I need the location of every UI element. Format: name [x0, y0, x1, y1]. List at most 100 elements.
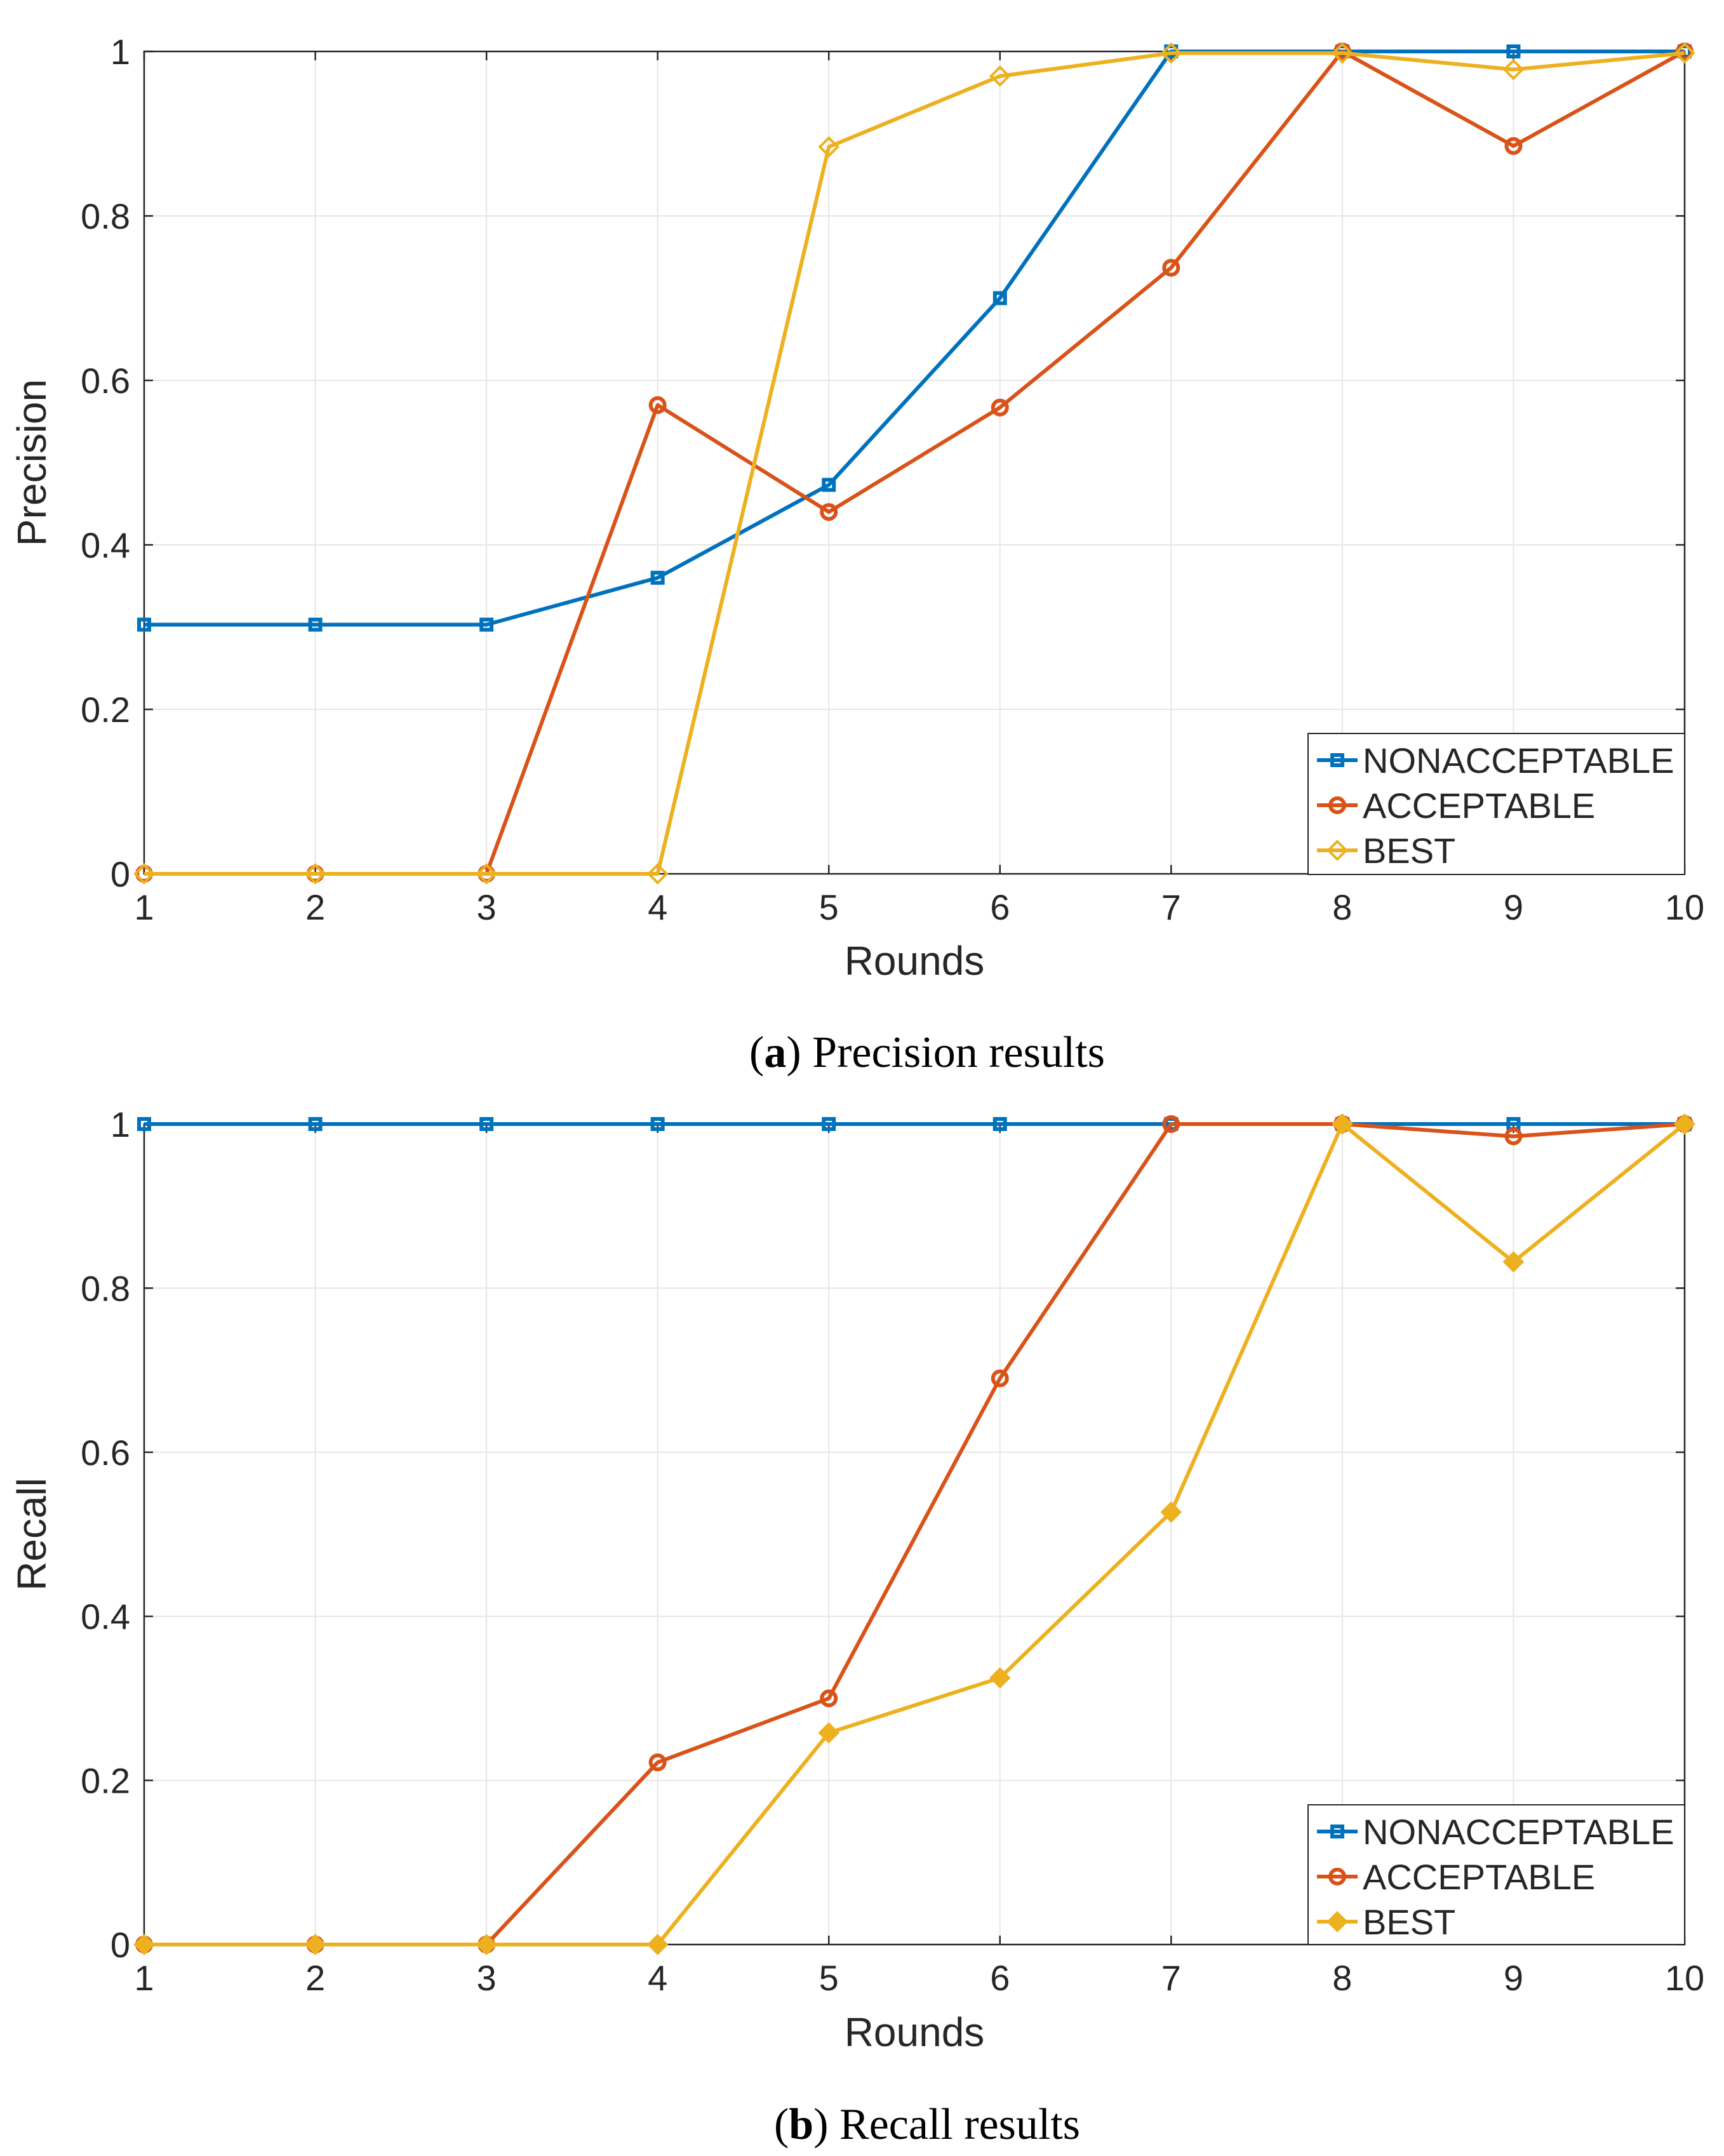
x-tick-label: 3 [477, 887, 497, 927]
y-tick-label: 0.8 [81, 1268, 130, 1308]
data-point [646, 863, 669, 885]
axes-box [143, 50, 1686, 875]
data-point [133, 1934, 155, 1955]
y-tick-label: 0.8 [81, 196, 130, 236]
data-point [992, 291, 1007, 305]
data-point [1332, 1113, 1353, 1135]
x-tick-label: 9 [1504, 887, 1523, 927]
data-point [479, 617, 494, 632]
legend-swatch-marker [1330, 1825, 1344, 1838]
legend-swatch-marker [1330, 753, 1344, 767]
y-tick-label: 0.4 [81, 525, 130, 565]
x-tick-label: 10 [1665, 887, 1704, 927]
data-point [1160, 42, 1182, 64]
series-line [144, 50, 1685, 627]
x-tick-label: 4 [648, 887, 667, 927]
y-tick-label: 0.4 [81, 1597, 130, 1637]
data-point [137, 1117, 151, 1131]
x-tick-label: 8 [1332, 887, 1352, 927]
data-point [648, 396, 667, 414]
x-tick-label: 6 [990, 1958, 1010, 1998]
data-point [650, 570, 665, 585]
data-point [137, 617, 151, 632]
data-point [992, 1117, 1007, 1131]
data-point [989, 65, 1011, 87]
x-tick-label: 2 [305, 1958, 325, 1998]
data-point [304, 1934, 326, 1955]
legend-box [1307, 1804, 1685, 1945]
y-tick-label: 0.6 [81, 1433, 130, 1473]
data-point [1674, 42, 1695, 64]
y-axis-label: Recall [9, 1478, 55, 1591]
data-point [1504, 137, 1523, 155]
x-tick-label: 1 [134, 1958, 154, 1998]
data-point [820, 1689, 838, 1708]
data-point [820, 503, 838, 521]
ticks: 1 2 3 4 5 6 7 8 9 10 0 0.2 0.4 0.6 0.8 1 [81, 32, 1704, 927]
legend-label: ACCEPTABLE [1363, 786, 1595, 826]
data-point [1674, 1113, 1695, 1135]
x-tick-label: 2 [305, 887, 325, 927]
x-tick-label: 4 [648, 1958, 667, 1998]
y-axis-label: Precision [9, 379, 55, 546]
data-point [304, 863, 326, 885]
x-axis-label: Rounds [845, 938, 985, 984]
series-best [133, 1113, 1695, 1955]
legend-swatch-marker [1326, 840, 1348, 861]
data-point [822, 478, 836, 492]
x-tick-label: 1 [134, 887, 154, 927]
y-tick-label: 0.6 [81, 361, 130, 401]
y-tick-label: 0.2 [81, 1761, 130, 1801]
data-point [308, 1117, 323, 1131]
x-tick-label: 8 [1332, 1958, 1352, 1998]
data-point [1504, 1127, 1523, 1146]
legend-label: ACCEPTABLE [1363, 1857, 1595, 1897]
legend: NONACCEPTABLE ACCEPTABLE BEST [1307, 1804, 1685, 1945]
x-tick-label: 3 [477, 1958, 497, 1998]
legend-label: BEST [1363, 1902, 1455, 1942]
y-tick-label: 1 [110, 32, 130, 72]
figure-caption: (b) Recall results [774, 2100, 1080, 2149]
legend-swatch-marker [1328, 796, 1346, 814]
data-point [989, 1667, 1011, 1689]
data-point [818, 136, 840, 158]
y-tick-label: 0 [110, 854, 130, 894]
data-point [479, 1117, 494, 1131]
data-point [1160, 1501, 1182, 1523]
data-point [1506, 44, 1521, 58]
data-point [1162, 1115, 1180, 1133]
data-point [1502, 1251, 1525, 1273]
series-best [133, 42, 1695, 885]
x-tick-label: 9 [1504, 1958, 1523, 1998]
legend-label: BEST [1363, 831, 1455, 871]
y-tick-label: 1 [110, 1104, 130, 1144]
data-point [133, 863, 155, 885]
series-line [144, 51, 1685, 876]
data-point [476, 863, 497, 885]
series-line [144, 1122, 1686, 1946]
y-tick-label: 0.2 [81, 690, 130, 730]
chart-panel-2: 1 2 3 4 5 6 7 8 9 10 0 0.2 0.4 0.6 0.8 1 Rounds Recall NON… [9, 1104, 1704, 2149]
x-tick-label: 5 [819, 1958, 839, 1998]
caption-letter: b [789, 2100, 813, 2149]
caption-letter: a [764, 1028, 786, 1077]
x-tick-label: 5 [819, 887, 839, 927]
data-point [648, 1753, 667, 1772]
data-point [1502, 58, 1525, 81]
data-point [818, 1722, 840, 1744]
chart-panel-1: 1 2 3 4 5 6 7 8 9 10 0 0.2 0.4 0.6 0.8 1 Rounds Precision… [9, 32, 1704, 1077]
x-tick-label: 10 [1665, 1958, 1704, 1998]
data-point [646, 1934, 669, 1955]
data-point [1162, 258, 1180, 277]
legend-box [1307, 733, 1685, 875]
x-tick-label: 6 [990, 887, 1010, 927]
legend-swatch-marker [1326, 1911, 1348, 1932]
data-point [476, 1934, 497, 1955]
legend: NONACCEPTABLE ACCEPTABLE BEST [1307, 733, 1685, 875]
legend-swatch-marker [1328, 1868, 1346, 1885]
figure-caption: (a) Precision results [749, 1028, 1105, 1077]
x-tick-label: 7 [1161, 1958, 1181, 1998]
x-axis-label: Rounds [845, 2009, 985, 2055]
